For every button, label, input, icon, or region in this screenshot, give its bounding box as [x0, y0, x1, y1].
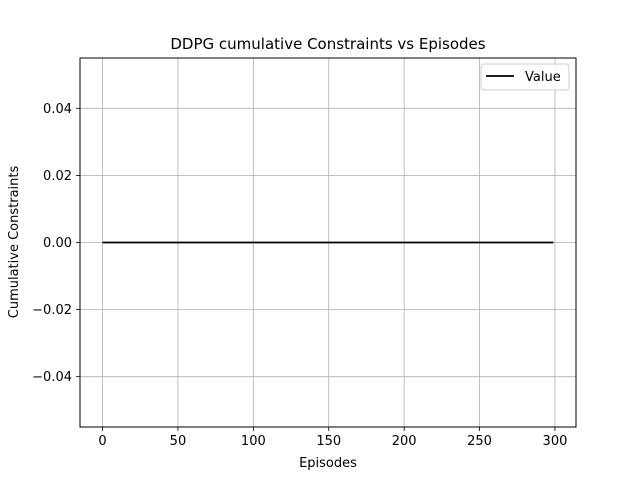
x-axis-label: Episodes: [299, 456, 357, 471]
y-tick-label: −0.02: [32, 303, 72, 318]
y-tick-label: −0.04: [32, 370, 72, 385]
legend: Value: [480, 63, 570, 91]
y-axis-ticks: −0.04 −0.02 0.00 0.02 0.04: [32, 102, 80, 385]
y-tick-label: 0.00: [43, 236, 72, 251]
y-axis-label: Cumulative Constraints: [7, 166, 22, 319]
x-axis-ticks: 0 50 100 150 200 250 300: [98, 427, 567, 449]
x-tick-label: 300: [543, 434, 568, 449]
y-tick-label: 0.04: [43, 102, 72, 117]
chart-title: DDPG cumulative Constraints vs Episodes: [170, 35, 485, 53]
grid: [80, 58, 576, 427]
y-tick-label: 0.02: [43, 169, 72, 184]
x-tick-label: 50: [170, 434, 187, 449]
x-tick-label: 150: [316, 434, 341, 449]
x-tick-label: 250: [467, 434, 492, 449]
x-tick-label: 100: [241, 434, 266, 449]
legend-label: Value: [525, 70, 561, 85]
x-tick-label: 200: [392, 434, 417, 449]
legend-box: [480, 63, 570, 91]
x-tick-label: 0: [98, 434, 106, 449]
